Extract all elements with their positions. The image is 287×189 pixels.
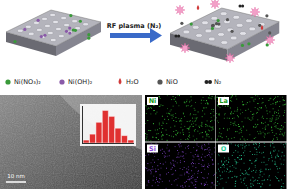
svg-text:Ni(NO₃)₂: Ni(NO₃)₂ bbox=[14, 78, 41, 86]
svg-text:Ni: Ni bbox=[149, 97, 157, 105]
svg-text:N₂: N₂ bbox=[214, 78, 222, 86]
svg-text:10 nm: 10 nm bbox=[7, 173, 25, 179]
svg-text:NiO: NiO bbox=[166, 78, 178, 86]
svg-text:O: O bbox=[221, 145, 227, 153]
svg-text:Ni(OH)₂: Ni(OH)₂ bbox=[68, 78, 93, 86]
svg-text:Si: Si bbox=[149, 145, 156, 153]
svg-text:La: La bbox=[219, 97, 228, 105]
svg-text:H₂O: H₂O bbox=[126, 78, 139, 86]
svg-text:RF plasma (N₂): RF plasma (N₂) bbox=[107, 22, 162, 30]
